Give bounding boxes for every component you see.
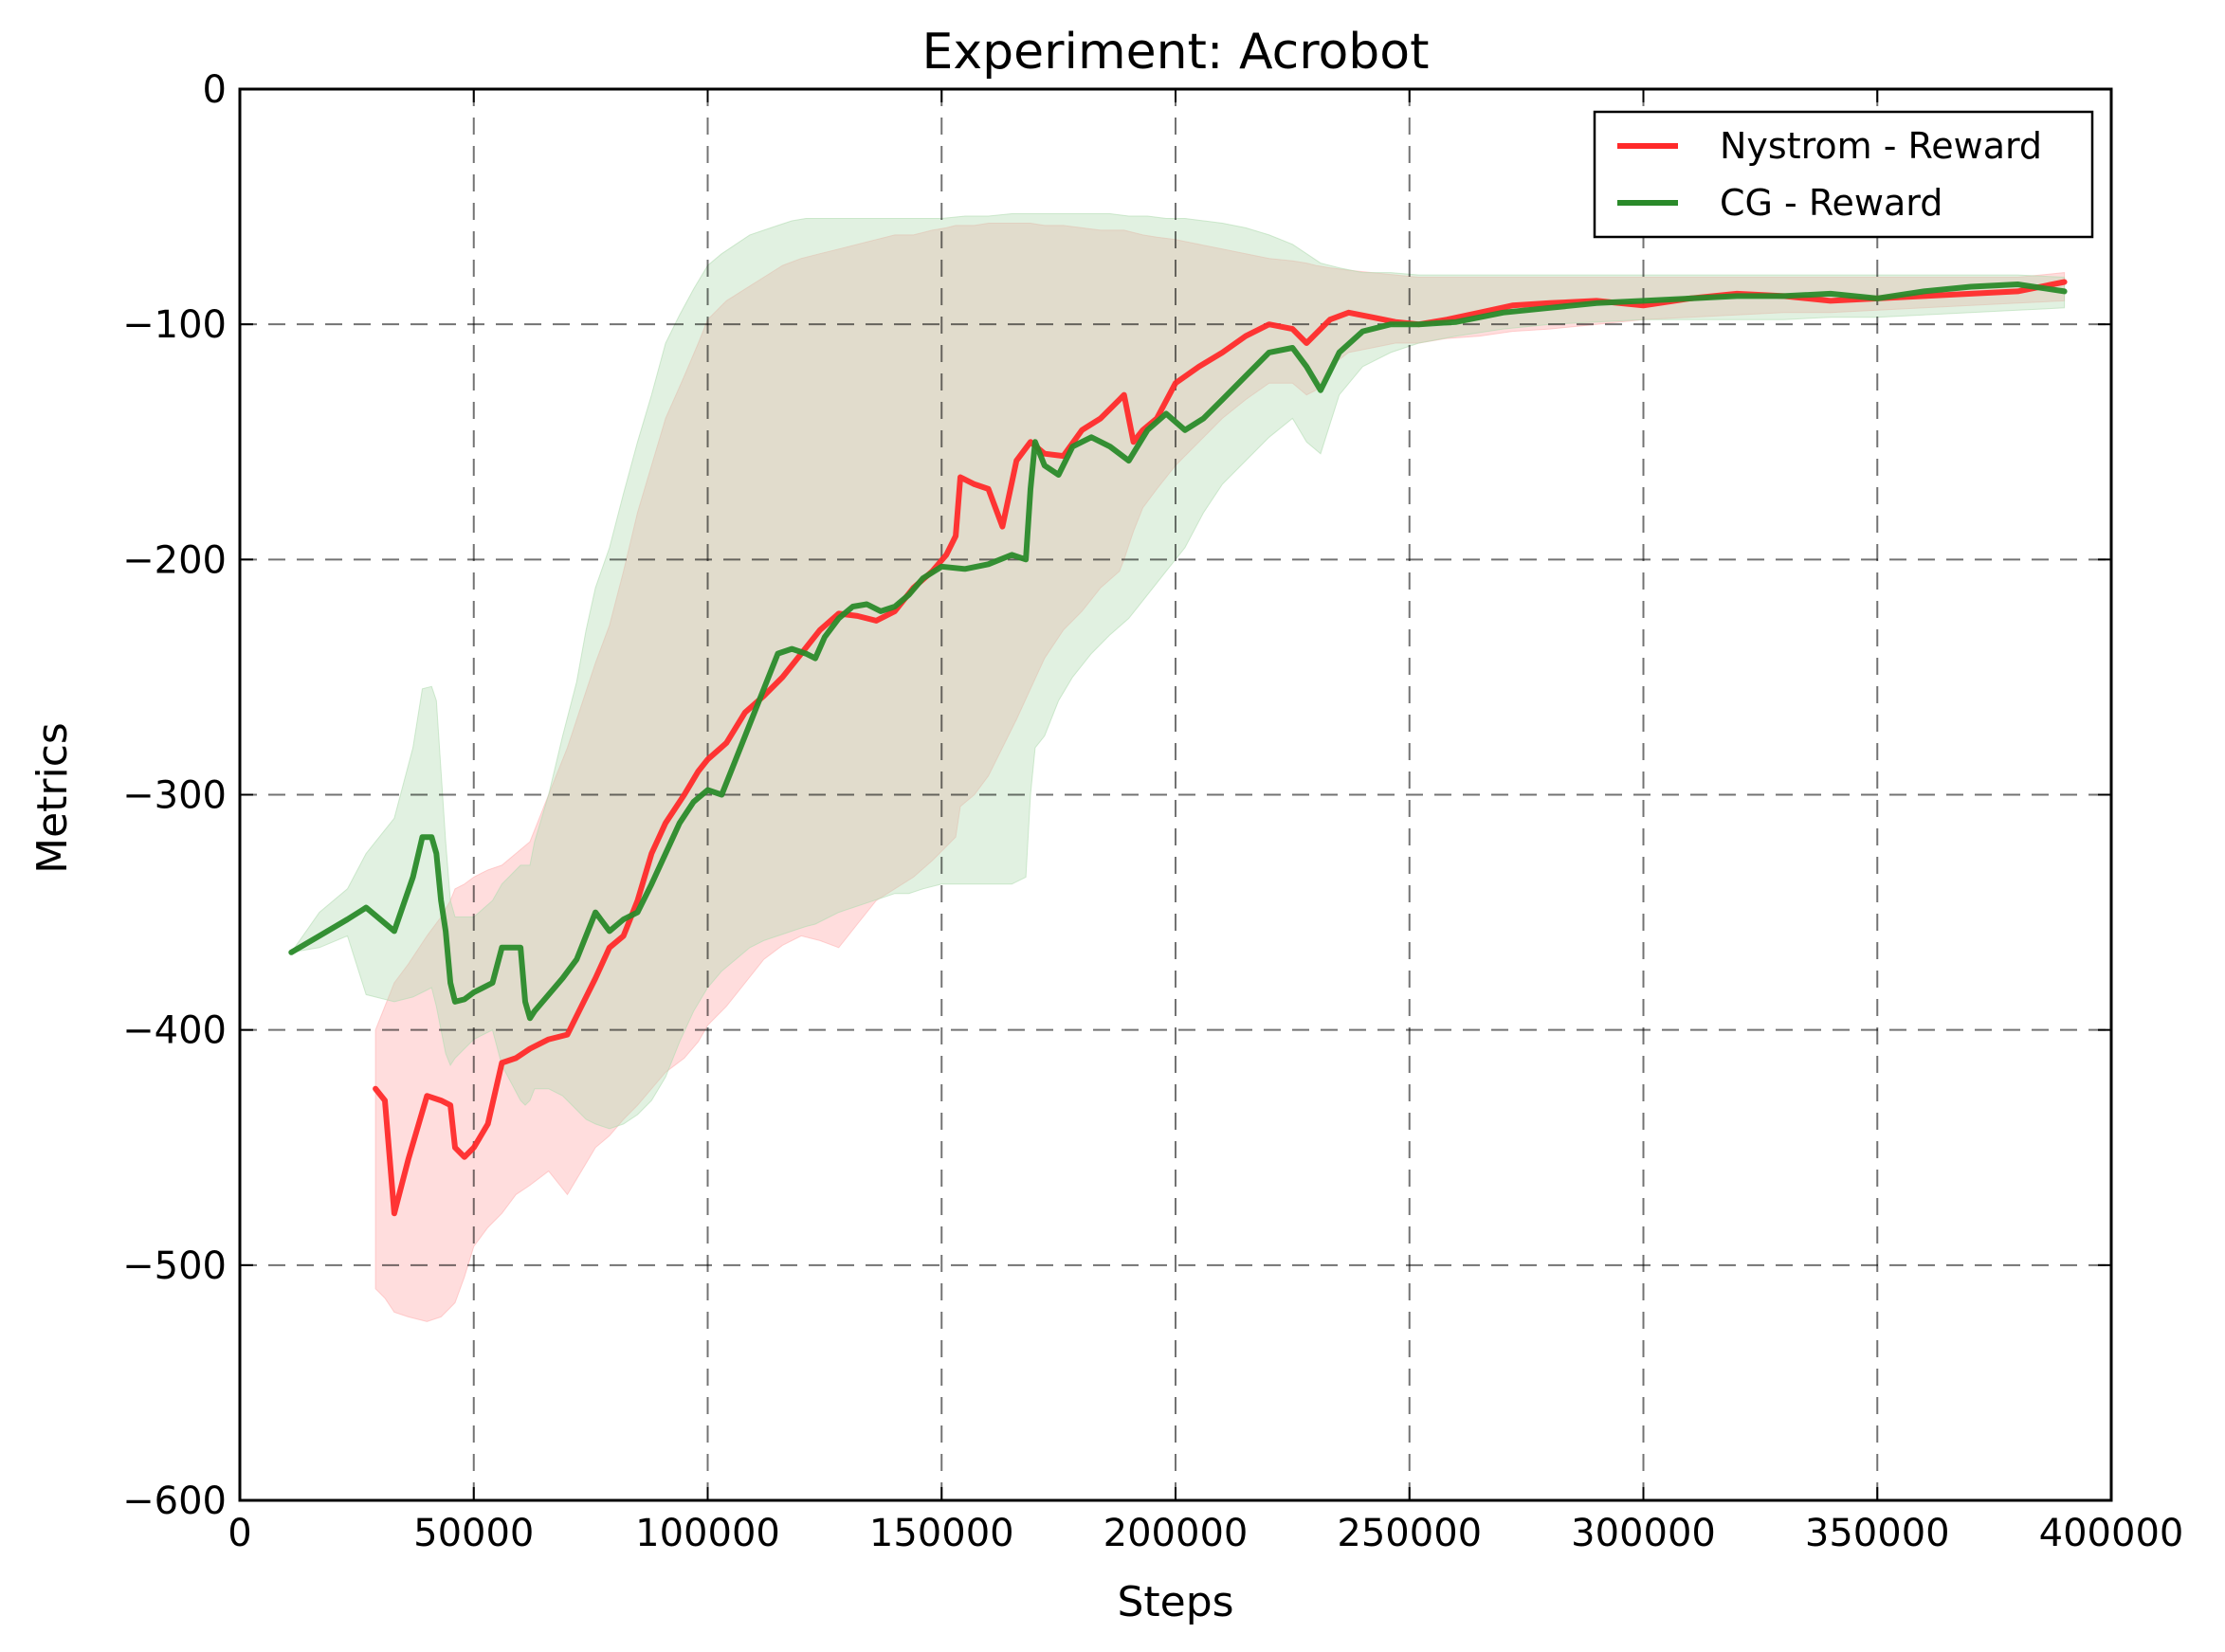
- y-axis-ticks: −600 −500 −400 −300 −200 −100 0: [122, 68, 2111, 1523]
- y-tick-label: −400: [122, 1009, 227, 1053]
- series-line-nystrom: [373, 279, 2068, 1217]
- x-axis-ticks: 0 50000 100000 150000 200000 250000 300000 3500…: [228, 89, 2183, 1555]
- y-tick-label: −300: [122, 774, 227, 818]
- x-tick-label: 300000: [1571, 1512, 1716, 1555]
- x-tick-label: 200000: [1103, 1512, 1249, 1555]
- y-tick-label: −100: [122, 303, 227, 347]
- legend-entry: CG - Reward: [1720, 182, 1942, 224]
- x-axis-label: Steps: [1117, 1578, 1233, 1626]
- x-tick-label: 350000: [1805, 1512, 1950, 1555]
- x-tick-label: 250000: [1337, 1512, 1482, 1555]
- y-tick-label: −500: [122, 1244, 227, 1288]
- series-lines: [288, 279, 2068, 1217]
- y-axis-label: Metrics: [28, 722, 77, 874]
- y-tick-label: −600: [122, 1480, 227, 1523]
- x-tick-label: 100000: [635, 1512, 780, 1555]
- x-tick-label: 400000: [2039, 1512, 2184, 1555]
- y-tick-label: −200: [122, 538, 227, 582]
- legend-box: [1593, 110, 2094, 239]
- x-tick-label: 150000: [869, 1512, 1014, 1555]
- y-tick-label: 0: [203, 68, 227, 112]
- legend-entry: Nystrom - Reward: [1720, 125, 2042, 167]
- series-line-cg: [288, 281, 2068, 1022]
- x-tick-label: 0: [228, 1512, 251, 1555]
- chart-title: Experiment: Acrobot: [921, 24, 1429, 81]
- x-tick-label: 50000: [413, 1512, 534, 1555]
- legend: Nystrom - Reward CG - Reward: [1593, 110, 2094, 239]
